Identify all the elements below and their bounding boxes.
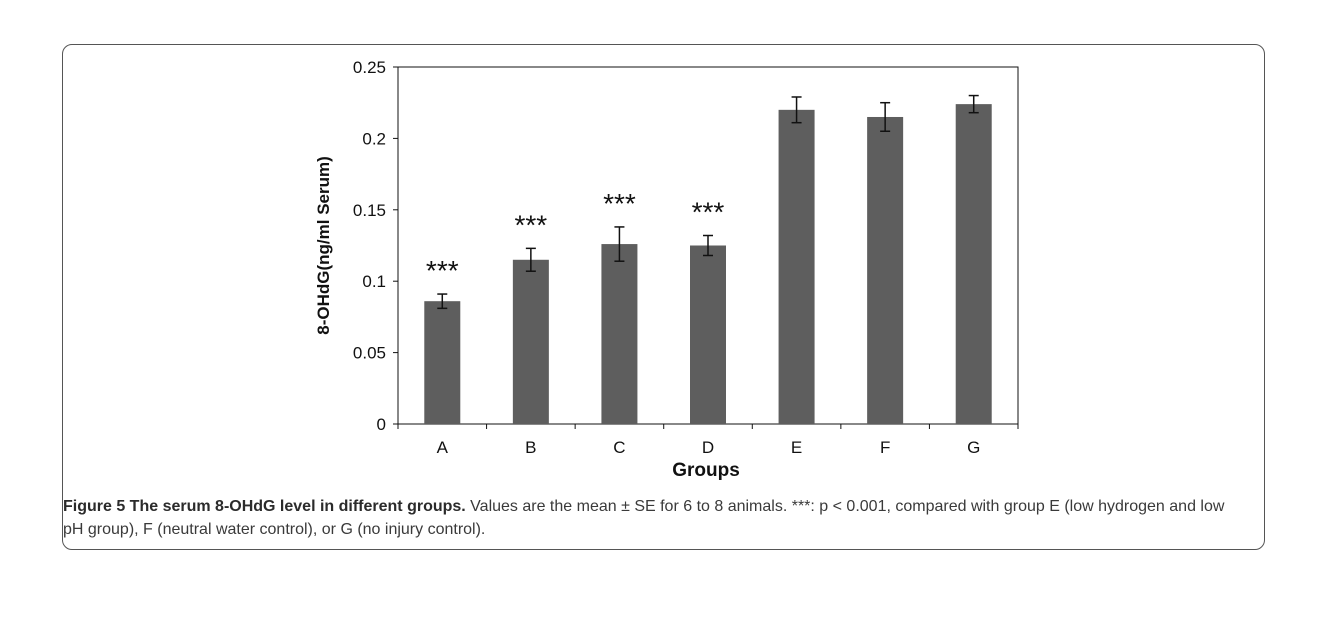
figure-caption: Figure 5 The serum 8-OHdG level in diffe… (63, 495, 1243, 541)
x-tick-label: C (613, 438, 625, 457)
significance-marker: *** (603, 188, 636, 219)
y-tick-label: 0.05 (353, 344, 386, 363)
significance-marker: *** (692, 197, 725, 228)
y-tick-label: 0.25 (353, 58, 386, 77)
bar (512, 259, 549, 424)
x-axis-title: Groups (672, 460, 740, 481)
bar (690, 245, 726, 424)
x-tick-label: B (525, 438, 536, 457)
significance-marker: *** (426, 255, 459, 286)
plot-border (398, 66, 1019, 424)
bar (601, 244, 638, 424)
significance-marker: *** (515, 209, 548, 240)
bar (955, 104, 992, 425)
bar (424, 301, 461, 424)
y-tick-label: 0.15 (353, 201, 386, 220)
y-tick-label: 0.1 (362, 272, 386, 291)
y-axis-title: 8-OHdG(ng/ml Serum) (314, 156, 333, 335)
x-tick-label: G (967, 438, 980, 457)
x-tick-label: A (437, 438, 449, 457)
x-tick-label: E (791, 438, 802, 457)
bar (867, 116, 904, 424)
caption-text: Values are the mean ± SE for 6 to 8 anim… (63, 498, 1225, 538)
figure-frame (62, 44, 1265, 550)
y-tick-label: 0.2 (362, 129, 386, 148)
y-tick-label: 0 (377, 415, 386, 434)
caption-lead: Figure 5 The serum 8-OHdG level in diffe… (63, 498, 466, 515)
x-tick-label: F (880, 438, 890, 457)
bar (778, 109, 815, 424)
x-tick-label: D (702, 438, 714, 457)
